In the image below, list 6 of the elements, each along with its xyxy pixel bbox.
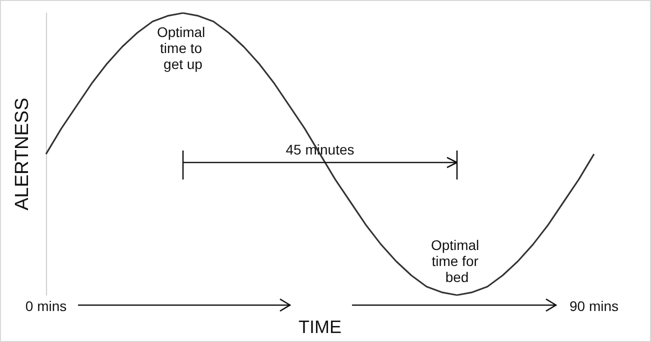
y-axis-title: ALERTNESS bbox=[12, 98, 33, 210]
annotation: Optimal time for bed bbox=[430, 237, 484, 286]
x-tick-label: 0 mins bbox=[25, 298, 67, 314]
annotation: Optimal time to get up bbox=[156, 24, 210, 72]
x-axis-title: TIME bbox=[298, 317, 342, 337]
x-tick-label: 90 mins bbox=[569, 298, 619, 314]
